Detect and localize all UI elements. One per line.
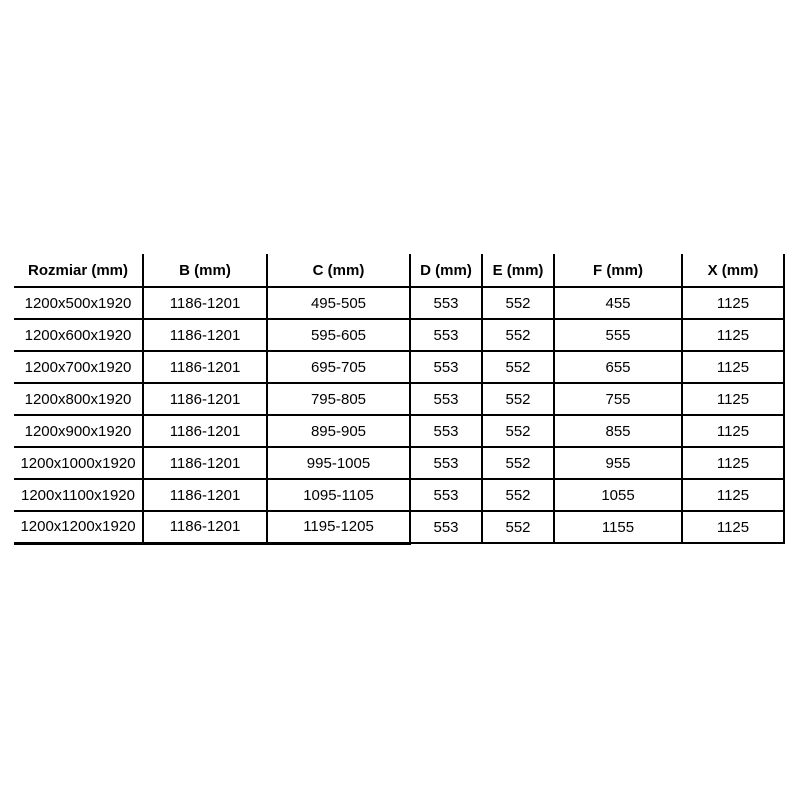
dimensions-table: Rozmiar (mm) B (mm) C (mm) D (mm) E (mm) F (m… bbox=[14, 254, 785, 545]
table-cell: 955 bbox=[553, 446, 683, 480]
column-header: X (mm) bbox=[681, 254, 785, 288]
table-cell: 1186-1201 bbox=[142, 382, 268, 416]
table-cell: 1200x800x1920 bbox=[14, 382, 144, 416]
table-cell: 1095-1105 bbox=[266, 478, 411, 512]
table-cell: 1186-1201 bbox=[142, 510, 268, 545]
table-cell: 1200x500x1920 bbox=[14, 286, 144, 320]
table-cell: 1186-1201 bbox=[142, 350, 268, 384]
table-cell: 1195-1205 bbox=[266, 510, 411, 545]
table-cell: 553 bbox=[409, 286, 483, 320]
table-cell: 995-1005 bbox=[266, 446, 411, 480]
table-row: 1200x900x1920 1186-1201 895-905 553 552 855 11… bbox=[14, 414, 785, 448]
column-header: D (mm) bbox=[409, 254, 483, 288]
table-cell: 895-905 bbox=[266, 414, 411, 448]
table-row: 1200x800x1920 1186-1201 795-805 553 552 755 11… bbox=[14, 382, 785, 416]
table-cell: 1186-1201 bbox=[142, 414, 268, 448]
table-cell: 1125 bbox=[681, 510, 785, 544]
table-cell: 552 bbox=[481, 382, 555, 416]
table-cell: 552 bbox=[481, 318, 555, 352]
table-cell: 1186-1201 bbox=[142, 446, 268, 480]
table-body: 1200x500x1920 1186-1201 495-505 553 552 455 11… bbox=[14, 286, 785, 545]
column-header: F (mm) bbox=[553, 254, 683, 288]
table-row: 1200x1100x1920 1186-1201 1095-1105 553 552 10… bbox=[14, 478, 785, 512]
table-cell: 455 bbox=[553, 286, 683, 320]
table-cell: 1125 bbox=[681, 414, 785, 448]
table-cell: 1155 bbox=[553, 510, 683, 544]
column-header: Rozmiar (mm) bbox=[14, 254, 144, 288]
table-cell: 553 bbox=[409, 446, 483, 480]
table-cell: 1125 bbox=[681, 318, 785, 352]
table-cell: 1200x1100x1920 bbox=[14, 478, 144, 512]
table-cell: 552 bbox=[481, 350, 555, 384]
table-cell: 1200x600x1920 bbox=[14, 318, 144, 352]
table-cell: 1186-1201 bbox=[142, 478, 268, 512]
table-row: 1200x500x1920 1186-1201 495-505 553 552 455 11… bbox=[14, 286, 785, 320]
table-cell: 553 bbox=[409, 382, 483, 416]
table-header: Rozmiar (mm) B (mm) C (mm) D (mm) E (mm) F (m… bbox=[14, 254, 785, 288]
table-row: 1200x600x1920 1186-1201 595-605 553 552 555 11… bbox=[14, 318, 785, 352]
table-cell: 855 bbox=[553, 414, 683, 448]
column-header: B (mm) bbox=[142, 254, 268, 288]
table-cell: 1125 bbox=[681, 382, 785, 416]
table-cell: 553 bbox=[409, 510, 483, 544]
table-cell: 1125 bbox=[681, 478, 785, 512]
table-cell: 552 bbox=[481, 286, 555, 320]
table-cell: 555 bbox=[553, 318, 683, 352]
table-cell: 1125 bbox=[681, 446, 785, 480]
dimensions-table-container: Rozmiar (mm) B (mm) C (mm) D (mm) E (mm) F (m… bbox=[14, 254, 785, 545]
table-cell: 495-505 bbox=[266, 286, 411, 320]
table-cell: 1125 bbox=[681, 350, 785, 384]
table-cell: 1200x1200x1920 bbox=[14, 510, 144, 545]
table-cell: 755 bbox=[553, 382, 683, 416]
column-header: C (mm) bbox=[266, 254, 411, 288]
table-row: 1200x700x1920 1186-1201 695-705 553 552 655 11… bbox=[14, 350, 785, 384]
table-cell: 1186-1201 bbox=[142, 286, 268, 320]
table-cell: 553 bbox=[409, 318, 483, 352]
table-cell: 1055 bbox=[553, 478, 683, 512]
table-header-row: Rozmiar (mm) B (mm) C (mm) D (mm) E (mm) F (m… bbox=[14, 254, 785, 288]
table-cell: 1200x700x1920 bbox=[14, 350, 144, 384]
table-cell: 553 bbox=[409, 350, 483, 384]
column-header: E (mm) bbox=[481, 254, 555, 288]
table-cell: 1125 bbox=[681, 286, 785, 320]
table-cell: 1200x900x1920 bbox=[14, 414, 144, 448]
table-cell: 552 bbox=[481, 478, 555, 512]
table-cell: 795-805 bbox=[266, 382, 411, 416]
table-row: 1200x1000x1920 1186-1201 995-1005 553 552 955… bbox=[14, 446, 785, 480]
table-row: 1200x1200x1920 1186-1201 1195-1205 553 552 11… bbox=[14, 510, 785, 545]
table-cell: 552 bbox=[481, 510, 555, 544]
table-cell: 695-705 bbox=[266, 350, 411, 384]
table-cell: 552 bbox=[481, 414, 555, 448]
table-cell: 552 bbox=[481, 446, 555, 480]
table-cell: 553 bbox=[409, 478, 483, 512]
table-cell: 1200x1000x1920 bbox=[14, 446, 144, 480]
table-cell: 655 bbox=[553, 350, 683, 384]
table-cell: 595-605 bbox=[266, 318, 411, 352]
table-cell: 553 bbox=[409, 414, 483, 448]
table-cell: 1186-1201 bbox=[142, 318, 268, 352]
